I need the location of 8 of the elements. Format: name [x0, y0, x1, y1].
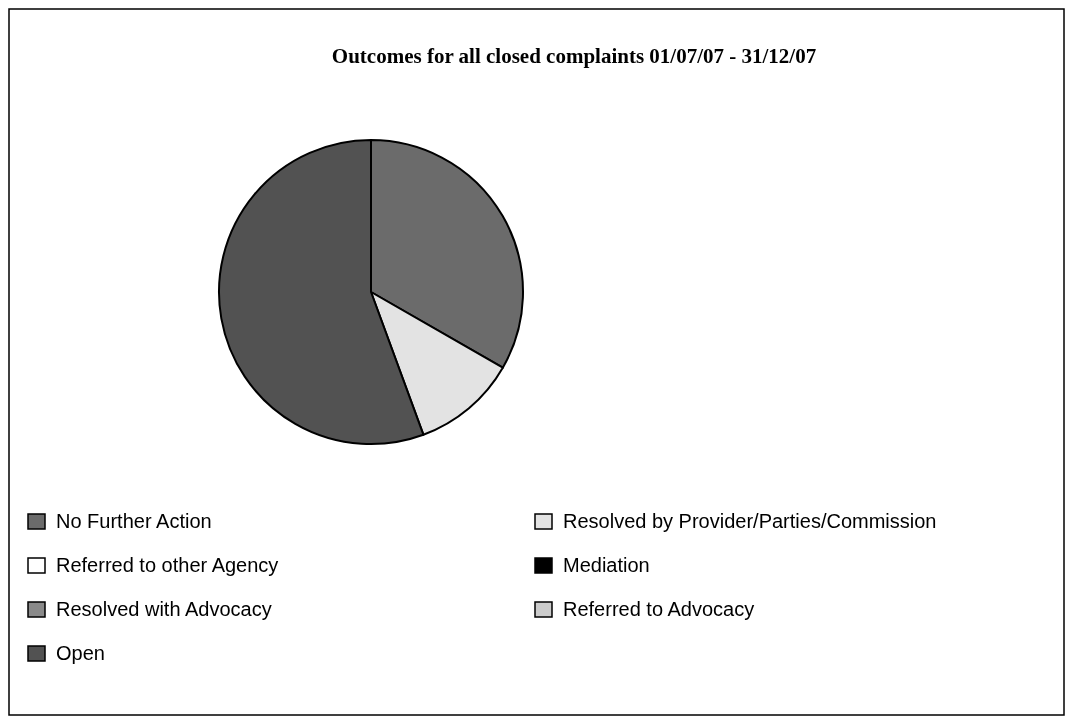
- legend-label: No Further Action: [56, 510, 212, 532]
- legend-label: Referred to other Agency: [56, 554, 279, 576]
- chart-title: Outcomes for all closed complaints 01/07/07 - 31/12/07: [331, 44, 817, 68]
- legend-label: Open: [56, 642, 105, 664]
- legend-label: Resolved with Advocacy: [56, 598, 272, 620]
- legend-label: Mediation: [563, 554, 650, 576]
- legend-label: Resolved by Provider/Parties/Commission: [563, 510, 937, 532]
- legend-label: Referred to Advocacy: [563, 598, 755, 620]
